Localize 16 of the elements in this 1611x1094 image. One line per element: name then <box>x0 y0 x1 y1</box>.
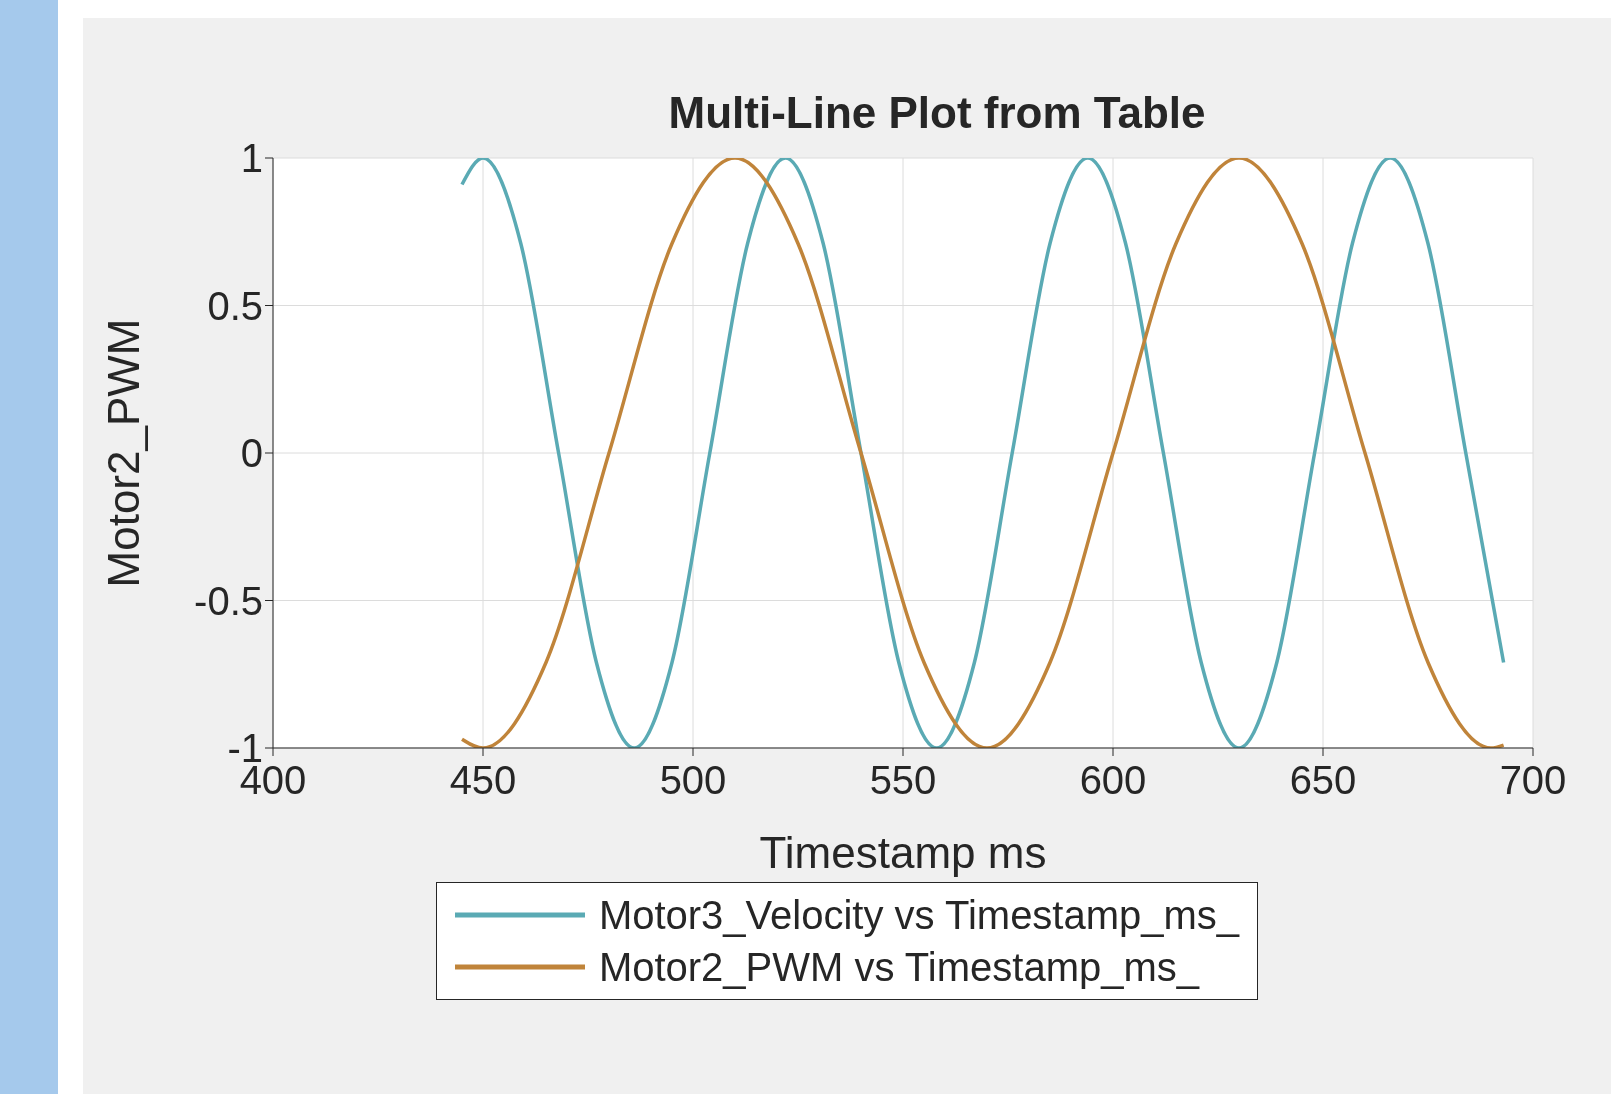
legend-label: Motor3_Velocity vs Timestamp_ms_ <box>598 892 1240 939</box>
y-tick-label: 0 <box>240 431 263 476</box>
chart-title: Multi-Line Plot from Table <box>667 88 1207 138</box>
x-tick-label: 700 <box>1499 758 1567 803</box>
y-axis-title: Motor2_PWM <box>98 318 148 588</box>
line-series <box>460 158 1506 748</box>
x-tick-label: 650 <box>1289 758 1357 803</box>
x-axis-title: Timestamp ms <box>759 828 1047 877</box>
y-tick-label: -0.5 <box>194 578 263 623</box>
x-tick-label: 500 <box>659 758 727 803</box>
y-tick-label: 0.5 <box>207 283 263 328</box>
y-tick-label: 1 <box>240 136 263 181</box>
x-tick-label: 450 <box>449 758 517 803</box>
legend-label: Motor2_PWM vs Timestamp_ms_ <box>598 944 1200 991</box>
x-tick-label: 600 <box>1079 758 1147 803</box>
x-tick-label: 550 <box>869 758 937 803</box>
